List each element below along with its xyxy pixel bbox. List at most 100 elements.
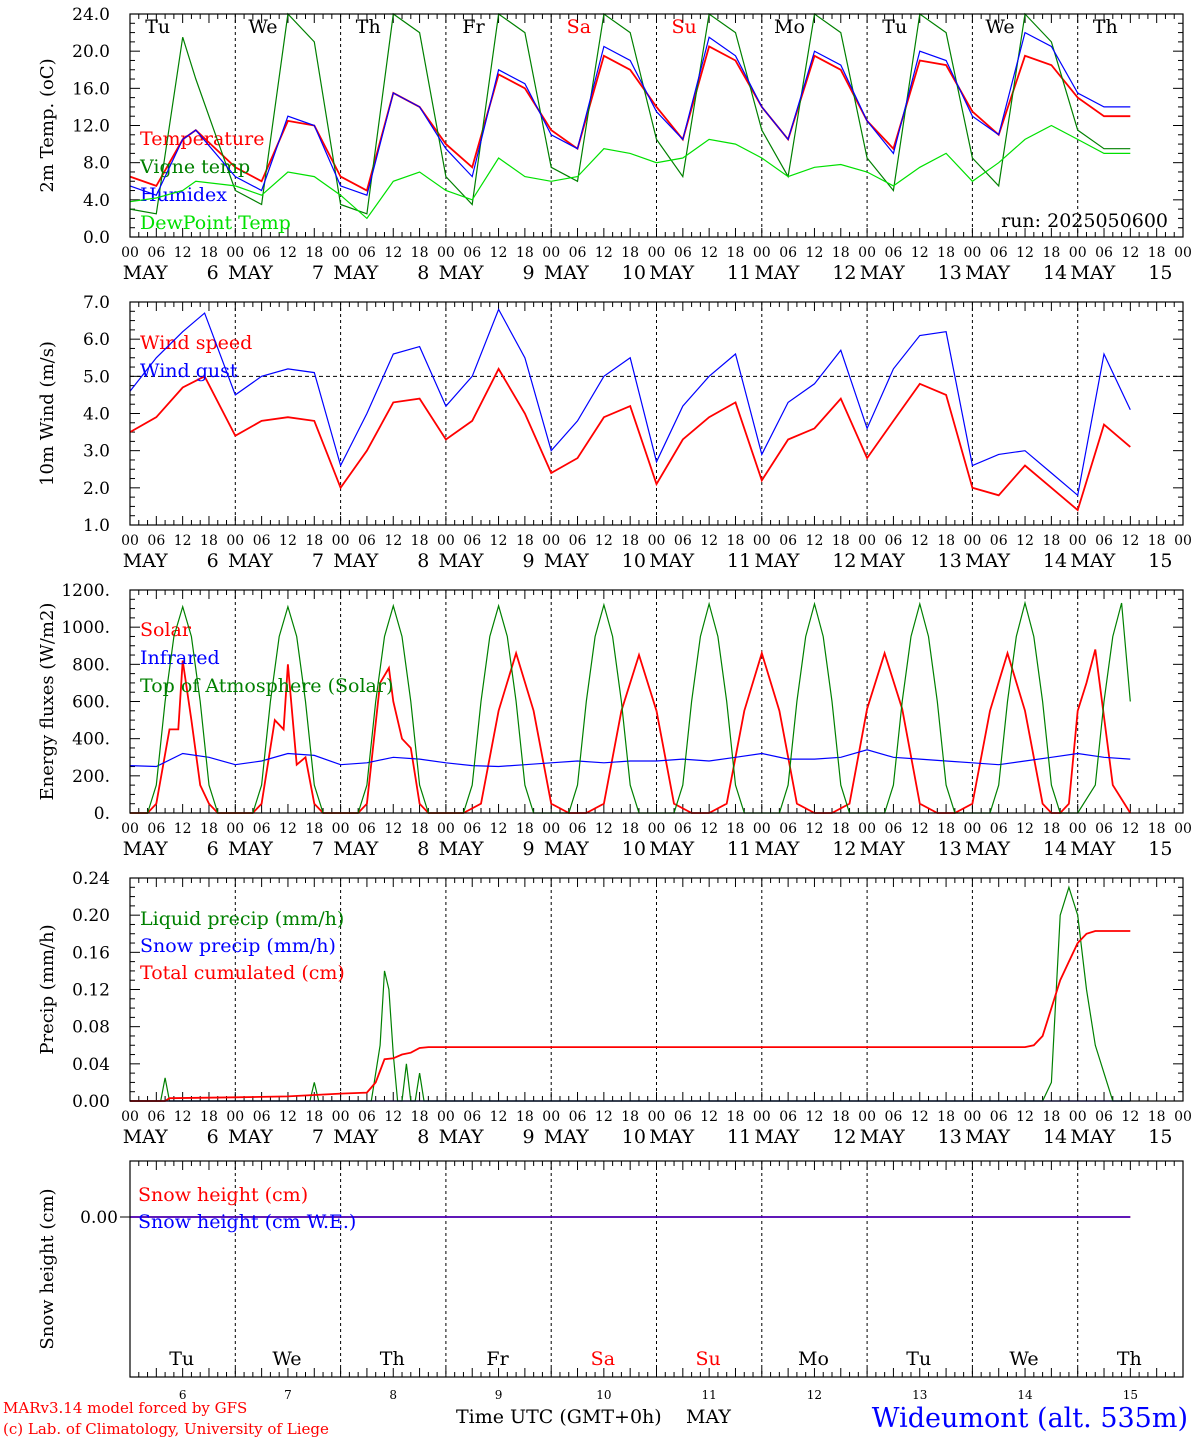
date-month: MAY [228,1126,273,1148]
legend-entry: Infrared [140,647,220,669]
date-month: MAY [649,838,694,860]
x-tick-label: 06 [253,245,271,261]
plot-frame [129,301,1184,526]
x-tick-label: 18 [200,1109,218,1125]
x-tick-label: 18 [727,533,745,549]
x-tick-label: 00 [963,533,981,549]
date-month: MAY [544,1126,589,1148]
x-tick-label: 12 [279,245,297,261]
date-month: MAY [860,550,905,572]
x-tick-label: 06 [779,533,797,549]
plot-frame [129,877,1184,1102]
legend-entry: Snow precip (mm/h) [140,935,336,957]
x-tick-label: 06 [147,533,165,549]
x-tick-label: 12 [595,821,613,837]
date-month: MAY [649,262,694,284]
x-tick-label: 00 [121,245,139,261]
x-tick-label: 00 [332,1109,350,1125]
plot-frame [129,13,1184,238]
date-day: 12 [832,550,856,572]
x-tick-label: 18 [1148,245,1166,261]
x-tick-label: 18 [411,821,429,837]
x-tick-label: 06 [1095,245,1113,261]
x-tick-label: 06 [885,533,903,549]
y-tick-label: 8.0 [83,154,110,174]
x-tick-label: 12 [700,1109,718,1125]
bottom-date: 7 [284,1388,292,1402]
panel-1: 0.0 4.0 8.0 12.0 16.0 20.0 24.0 2m Temp. (oC) Te… [37,5,1192,284]
x-tick-label: 18 [1042,821,1060,837]
x-tick-label: 18 [516,245,534,261]
date-month: MAY [228,262,273,284]
x-tick-label: 12 [490,533,508,549]
bottom-date: 8 [389,1388,397,1402]
series-line-2 [129,12,1131,215]
day-label: We [272,1348,301,1370]
x-tick-label: 12 [384,1109,402,1125]
x-tick-label: 06 [253,533,271,549]
x-tick-label: 06 [463,1109,481,1125]
x-tick-label: 12 [174,533,192,549]
date-month: MAY [965,550,1010,572]
x-tick-label: 00 [963,821,981,837]
date-day: 15 [1148,838,1172,860]
date-month: MAY [123,1126,168,1148]
x-tick-label: 12 [911,245,929,261]
y-tick-label: 3.0 [83,442,110,462]
date-month: MAY [1070,262,1115,284]
bottom-date: 12 [807,1388,822,1402]
legend-entry: Humidex [140,184,227,206]
bottom-date: 13 [912,1388,927,1402]
legend-entry: Wind gust [140,360,238,382]
date-day: 12 [832,262,856,284]
date-day: 7 [312,838,324,860]
x-tick-label: 00 [226,1109,244,1125]
date-month: MAY [544,550,589,572]
x-tick-label: 18 [411,1109,429,1125]
date-day: 13 [938,838,962,860]
y-tick-label: 0.04 [72,1055,110,1075]
x-tick-label: 12 [279,821,297,837]
x-tick-label: 06 [463,821,481,837]
bottom-date: 15 [1123,1388,1138,1402]
date-day: 9 [523,1126,535,1148]
x-tick-label: 06 [990,1109,1008,1125]
y-tick-label: 0.16 [72,943,110,963]
series-line-4 [129,124,1131,220]
x-tick-label: 12 [911,1109,929,1125]
series-line-1 [130,649,1132,814]
date-day: 7 [312,550,324,572]
date-month: MAY [228,550,273,572]
x-tick-label: 12 [490,1109,508,1125]
date-day: 11 [727,262,751,284]
x-tick-label: 00 [437,533,455,549]
x-tick-label: 00 [648,821,666,837]
x-tick-label: 00 [1174,245,1192,261]
day-label: We [1009,1348,1038,1370]
date-month: MAY [544,838,589,860]
x-tick-label: 06 [147,821,165,837]
x-tick-label: 18 [200,821,218,837]
date-month: MAY [439,1126,484,1148]
y-tick-label: 24.0 [72,5,110,25]
x-tick-label: 00 [332,245,350,261]
date-day: 12 [832,838,856,860]
x-tick-label: 18 [937,821,955,837]
day-label: Mo [774,16,805,38]
date-month: MAY [123,550,168,572]
x-tick-label: 06 [779,821,797,837]
x-tick-label: 06 [885,245,903,261]
x-tick-label: 12 [911,821,929,837]
day-label: We [248,16,277,38]
x-tick-label: 06 [990,821,1008,837]
bottom-date: 6 [179,1388,187,1402]
x-tick-label: 06 [147,245,165,261]
x-tick-label: 12 [1016,245,1034,261]
date-day: 10 [622,1126,646,1148]
x-tick-label: 12 [490,245,508,261]
x-tick-label: 18 [305,821,323,837]
x-tick-label: 18 [727,245,745,261]
x-tick-label: 00 [332,821,350,837]
x-tick-label: 18 [1148,821,1166,837]
x-tick-label: 00 [437,245,455,261]
